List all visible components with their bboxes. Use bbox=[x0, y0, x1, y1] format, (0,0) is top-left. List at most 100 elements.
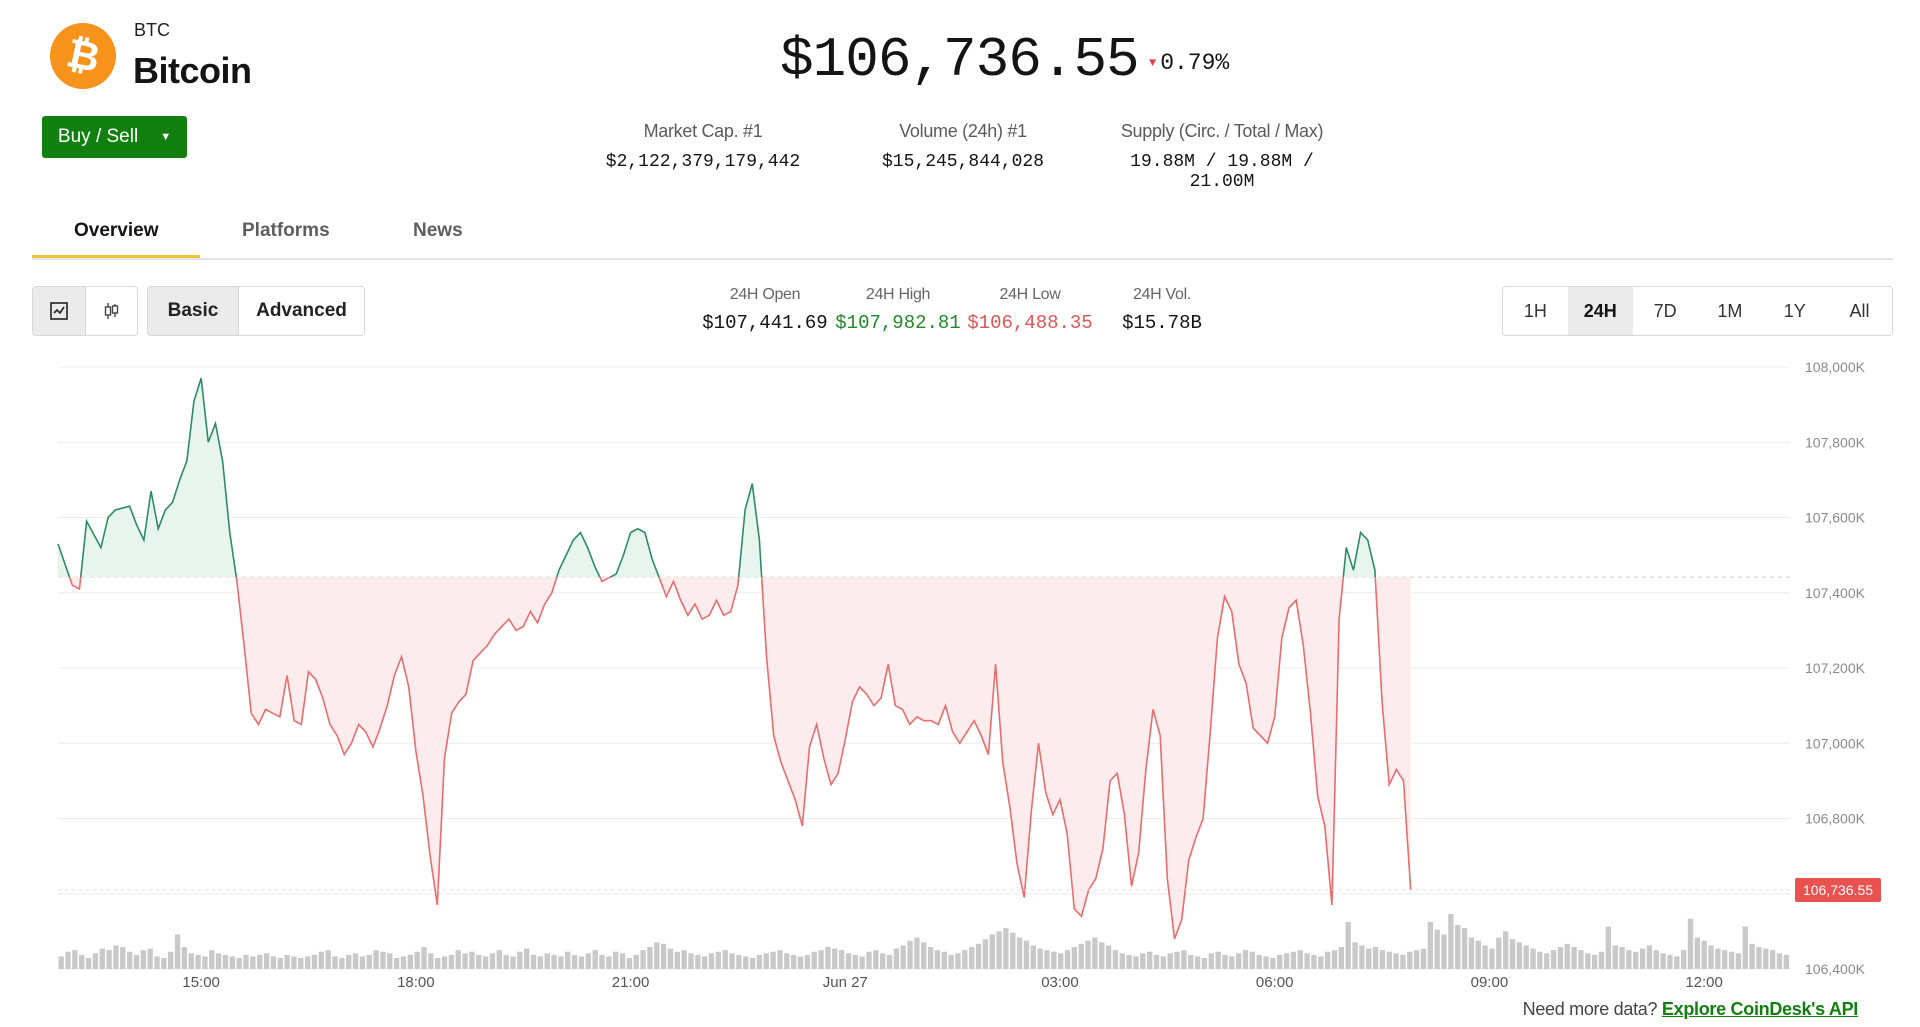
volume-bar bbox=[1263, 956, 1269, 969]
volume-bar bbox=[784, 953, 790, 969]
volume-bar bbox=[722, 950, 728, 969]
range-7d-button[interactable]: 7D bbox=[1653, 300, 1677, 321]
volume-bar bbox=[1105, 945, 1112, 969]
volume-bar bbox=[1660, 953, 1666, 969]
price-chart[interactable]: 106,400K106,600K106,800K107,000K107,200K… bbox=[0, 350, 1920, 990]
volume-bar bbox=[1448, 914, 1454, 969]
buy-sell-button[interactable]: Buy / Sell ▼ bbox=[42, 116, 187, 158]
volume-bar bbox=[1776, 953, 1783, 969]
ohlc-low: 24H Low $106,488.35 bbox=[966, 286, 1094, 334]
volume-bar bbox=[1119, 953, 1125, 969]
volume-bar bbox=[1674, 956, 1680, 969]
volume-bar bbox=[674, 951, 680, 969]
volume-bar bbox=[551, 954, 557, 969]
volume-bar bbox=[934, 950, 941, 969]
bitcoin-logo-icon: ₿ bbox=[50, 23, 116, 89]
volume-bar bbox=[681, 950, 687, 969]
volume-bar bbox=[832, 948, 838, 969]
volume-bar bbox=[1201, 958, 1208, 969]
volume-bar bbox=[756, 954, 763, 969]
volume-bar bbox=[1030, 945, 1036, 969]
volume-bar bbox=[455, 950, 461, 969]
volume-bar bbox=[1235, 953, 1242, 969]
volume-bar bbox=[1735, 953, 1742, 969]
volume-bar bbox=[975, 943, 982, 969]
volume-bar bbox=[640, 950, 646, 969]
price-change-value: 0.79% bbox=[1160, 50, 1230, 76]
volume-bar bbox=[941, 951, 947, 969]
range-24h-button[interactable]: 24H bbox=[1567, 287, 1633, 335]
volume-bar bbox=[250, 956, 256, 969]
time-range-selector: 1H 24H 7D 1M 1Y All bbox=[1502, 286, 1893, 336]
basic-mode-button[interactable]: Basic bbox=[148, 287, 239, 335]
volume-bar bbox=[407, 954, 413, 969]
volume-bar bbox=[1667, 954, 1673, 969]
y-tick-label: 106,800K bbox=[1805, 811, 1866, 827]
volume-bar bbox=[1359, 945, 1365, 969]
volume-bar bbox=[1372, 947, 1379, 969]
volume-bar bbox=[332, 956, 338, 969]
volume-bar bbox=[229, 956, 235, 969]
tab-bar: Overview Platforms News bbox=[32, 210, 1893, 260]
volume-bar bbox=[154, 956, 160, 969]
volume-bar bbox=[1023, 940, 1030, 969]
volume-bar bbox=[921, 942, 927, 969]
volume-bar bbox=[318, 951, 324, 969]
volume-bar bbox=[1112, 950, 1119, 969]
candlestick-icon[interactable] bbox=[86, 287, 138, 335]
volume-bar bbox=[989, 934, 995, 969]
volume-bar bbox=[811, 951, 817, 969]
volume-bar bbox=[914, 937, 920, 969]
volume-bar bbox=[1379, 950, 1386, 969]
volume-bar bbox=[1407, 951, 1413, 969]
volume-bar bbox=[1728, 951, 1735, 969]
volume-bar bbox=[1544, 953, 1550, 969]
volume-bar bbox=[1051, 951, 1057, 969]
x-tick-label: Jun 27 bbox=[823, 974, 868, 990]
line-chart-icon[interactable] bbox=[33, 287, 86, 335]
volume-bar bbox=[1194, 956, 1201, 969]
volume-bar bbox=[346, 954, 352, 969]
tab-overview[interactable]: Overview bbox=[74, 220, 159, 241]
volume-bar bbox=[1427, 921, 1434, 969]
price-line-down bbox=[68, 577, 1412, 940]
advanced-mode-button[interactable]: Advanced bbox=[256, 300, 347, 321]
tab-news[interactable]: News bbox=[413, 220, 463, 241]
volume-bar bbox=[1215, 951, 1221, 969]
volume-bar bbox=[1434, 929, 1440, 969]
volume-bar bbox=[578, 956, 585, 969]
volume-bar bbox=[1585, 953, 1591, 969]
volume-bar bbox=[1037, 948, 1043, 969]
volume-bar bbox=[1153, 954, 1160, 969]
volume-bar bbox=[715, 951, 722, 969]
market-cap-stat: Market Cap. #1 $2,122,379,179,442 bbox=[600, 121, 806, 172]
volume-bar bbox=[859, 956, 865, 969]
volume-bar bbox=[428, 953, 434, 969]
volume-bar bbox=[85, 958, 92, 969]
volume-bar bbox=[1461, 928, 1468, 969]
range-1y-button[interactable]: 1Y bbox=[1783, 300, 1806, 321]
chart-type-toggle bbox=[32, 286, 138, 336]
volume-bar bbox=[1708, 945, 1714, 969]
explore-api-link[interactable]: Explore CoinDesk's API bbox=[1661, 999, 1858, 1019]
volume-bar bbox=[359, 956, 366, 969]
volume-bar bbox=[1626, 950, 1632, 969]
volume-bar bbox=[1229, 956, 1235, 969]
y-tick-label: 107,000K bbox=[1805, 735, 1866, 751]
volume-bar bbox=[524, 948, 530, 969]
volume-bar bbox=[1078, 943, 1084, 969]
volume-bar bbox=[298, 958, 304, 969]
range-1m-button[interactable]: 1M bbox=[1717, 300, 1743, 321]
supply-value: 19.88M / 19.88M / 21.00M bbox=[1130, 152, 1314, 192]
volume-bar bbox=[1064, 950, 1071, 969]
volume-bar bbox=[72, 950, 78, 969]
volume-bar bbox=[1557, 947, 1564, 969]
volume-bar bbox=[927, 947, 934, 969]
range-1h-button[interactable]: 1H bbox=[1523, 300, 1547, 321]
tab-platforms[interactable]: Platforms bbox=[242, 220, 330, 241]
volume-bar bbox=[777, 950, 783, 969]
volume-bar bbox=[968, 947, 975, 969]
range-all-button[interactable]: All bbox=[1849, 300, 1870, 321]
volume-bar bbox=[886, 954, 893, 969]
volume-bar bbox=[1345, 921, 1351, 969]
